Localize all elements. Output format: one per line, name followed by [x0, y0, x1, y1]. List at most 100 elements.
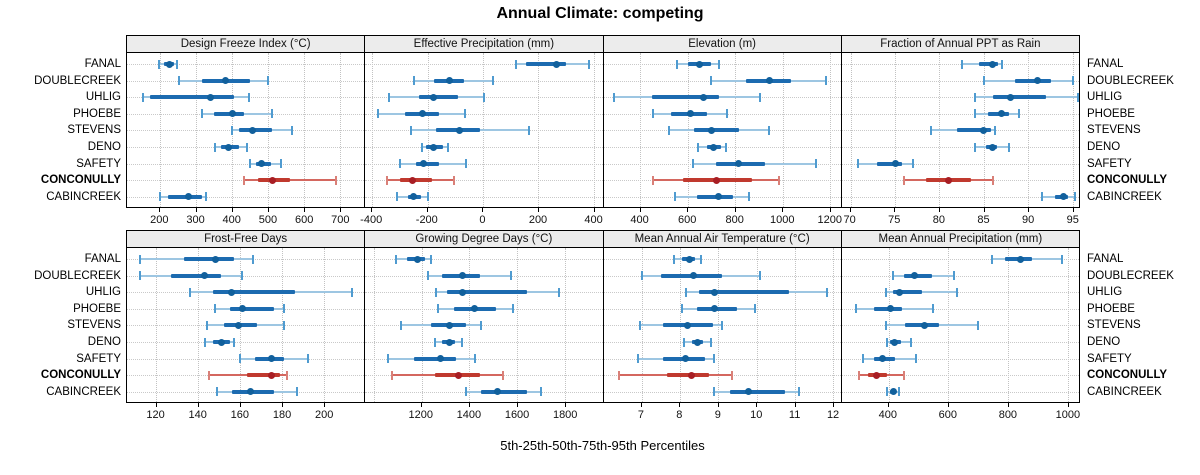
axis-tick [734, 208, 736, 212]
median-dot [891, 160, 899, 168]
panel-strip: Mean Annual Air Temperature (°C) [602, 230, 841, 248]
gridline-vertical [829, 53, 831, 207]
median-dot [980, 126, 988, 134]
site-label-right: CABINCREEK [1087, 385, 1162, 398]
whisker-cap [768, 125, 771, 135]
whisker-cap [676, 59, 679, 69]
panel-plot [364, 53, 603, 208]
median-dot [715, 193, 723, 201]
panel-title: Mean Annual Precipitation (mm) [878, 233, 1043, 245]
whisker-cap [464, 387, 467, 397]
iqr-bar [416, 161, 439, 166]
axis-tick [679, 403, 681, 407]
axis-tick-label: 600 [677, 214, 697, 226]
median-dot [1016, 255, 1024, 263]
axis-tick-label: 70 [843, 214, 856, 226]
whisker-cap [285, 370, 288, 380]
median-dot [921, 321, 929, 329]
gridline-vertical [304, 53, 306, 207]
whisker-cap [929, 125, 932, 135]
panel-title: Elevation (m) [688, 38, 756, 50]
axis-tick-label: 500 [258, 214, 278, 226]
whisker-cap [717, 59, 720, 69]
median-dot [429, 143, 437, 151]
row-gridline [127, 275, 365, 277]
whisker-cap [474, 354, 477, 364]
median-dot [886, 305, 894, 313]
axis-tick-label: 0 [479, 214, 486, 226]
gridline-vertical [1008, 248, 1010, 402]
whisker-cap [667, 125, 670, 135]
whisker-cap [387, 354, 390, 364]
whisker-line [243, 179, 337, 182]
axis-tick [983, 208, 985, 212]
whisker-cap [777, 175, 780, 185]
whisker-cap [230, 125, 233, 135]
median-dot [1007, 93, 1015, 101]
axis-tick [717, 403, 719, 407]
whisker-cap [465, 159, 468, 169]
whisker-cap [974, 142, 977, 152]
whisker-cap [725, 109, 728, 119]
whisker-cap [713, 354, 716, 364]
site-label-left: CABINCREEK [46, 385, 121, 398]
median-dot [944, 176, 952, 184]
axis-tick [197, 403, 199, 407]
median-dot [493, 388, 501, 396]
iqr-bar [729, 389, 786, 394]
whisker-cap [400, 320, 403, 330]
median-dot [765, 77, 773, 85]
axis-tick-label: 200 [528, 214, 548, 226]
whisker-cap [759, 271, 762, 281]
axis-tick [1007, 403, 1009, 407]
whisker-cap [515, 59, 518, 69]
median-dot [682, 355, 690, 363]
iqr-bar [992, 95, 1047, 100]
row-gridline [603, 259, 841, 260]
row-gridline [365, 113, 603, 115]
gridline-vertical [373, 248, 375, 402]
panel-strip: Fraction of Annual PPT as Rain [840, 35, 1080, 53]
median-dot [707, 126, 715, 134]
site-label-right: CONCONULLY [1087, 369, 1168, 382]
median-dot [689, 272, 697, 280]
panel-title: Mean Annual Air Temperature (°C) [634, 233, 810, 245]
whisker-cap [759, 92, 761, 102]
iqr-bar [419, 95, 458, 100]
whisker-cap [396, 192, 399, 202]
whisker-cap [205, 320, 208, 330]
whisker-cap [290, 125, 293, 135]
whisker-cap [409, 125, 412, 135]
gridline-vertical [1072, 53, 1074, 207]
iqr-bar [150, 95, 235, 100]
whisker-cap [710, 76, 713, 86]
whisker-cap [434, 287, 437, 297]
row-gridline [841, 97, 1079, 99]
median-dot [234, 321, 242, 329]
whisker-cap [884, 320, 887, 330]
whisker-line [885, 291, 958, 294]
whisker-cap [902, 370, 905, 380]
whisker-cap [159, 192, 162, 202]
iqr-bar [699, 290, 790, 295]
whisker-cap [640, 271, 643, 281]
row-gridline [841, 358, 1079, 360]
median-dot [910, 272, 918, 280]
axis-tick-label: 8 [676, 409, 683, 421]
whisker-cap [461, 337, 464, 347]
median-dot [217, 338, 225, 346]
axis-tick-label: 700 [331, 214, 350, 226]
whisker-cap [856, 159, 859, 169]
whisker-cap [977, 320, 980, 330]
iqr-bar [481, 389, 527, 394]
whisker-cap [636, 354, 639, 364]
gridline-vertical [850, 53, 852, 207]
row-gridline [365, 163, 603, 165]
whisker-cap [990, 254, 993, 264]
median-dot [686, 110, 694, 118]
whisker-cap [1007, 142, 1010, 152]
site-label-left: FANAL [84, 58, 121, 70]
axis-tick [1067, 403, 1069, 407]
panel-plot [840, 53, 1080, 208]
whisker-cap [730, 370, 733, 380]
